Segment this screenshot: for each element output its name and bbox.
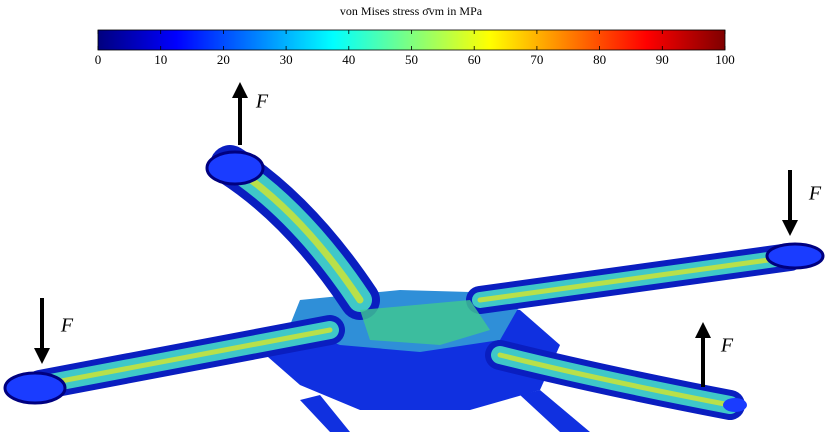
force-label: F	[60, 315, 74, 337]
force-label: F	[808, 183, 822, 205]
x-tick-label: 0	[95, 52, 102, 67]
force-label: F	[720, 335, 734, 357]
x-tick-label: 100	[715, 52, 735, 67]
page: {"chart_data": {"type": "colorbar", "tit…	[0, 0, 827, 432]
x-tick-label: 30	[280, 52, 293, 67]
x-tick-label: 60	[468, 52, 481, 67]
x-tick-label: 40	[342, 52, 355, 67]
figure: von Mises stress σ̄vm in MPa	[0, 0, 827, 432]
x-tick-label: 80	[593, 52, 606, 67]
x-tick-label: 90	[656, 52, 669, 67]
drone-model	[5, 152, 823, 432]
x-tick-label: 10	[154, 52, 167, 67]
x-tick-label: 70	[530, 52, 543, 67]
colorbar-title: von Mises stress σ̄vm in MPa	[340, 4, 483, 18]
force-label: F	[255, 91, 269, 113]
x-tick-label: 50	[405, 52, 418, 67]
x-tick-label: 20	[217, 52, 230, 67]
